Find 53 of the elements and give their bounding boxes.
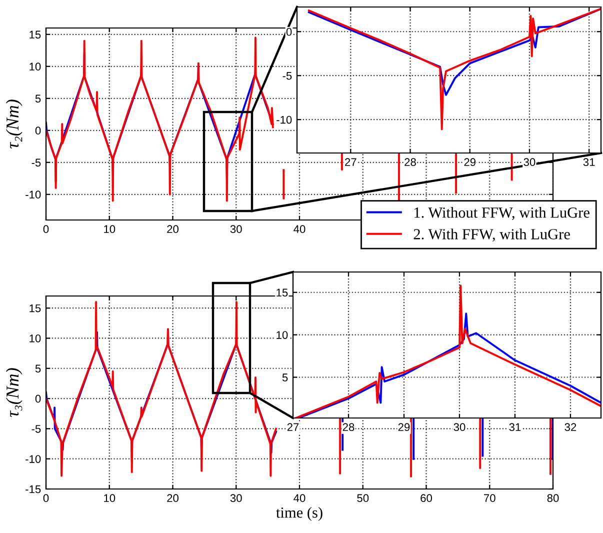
x-tick-label: 80 — [547, 494, 559, 502]
x-tick-label: 0 — [43, 494, 49, 502]
x-tick-label: 32 — [564, 423, 576, 432]
x-tick-label: 29 — [464, 158, 476, 166]
y-axis-title: τ₂(Nm) — [6, 100, 22, 149]
line-series — [294, 284, 601, 418]
x-tick-label: 31 — [583, 158, 595, 166]
x-tick-label: 30 — [230, 494, 242, 502]
x-tick-label: 40 — [294, 494, 306, 502]
y-tick-label: 15 — [30, 304, 41, 312]
legend-label: 1. Without FFW, with LuGre — [414, 207, 590, 220]
x-tick-label: 28 — [342, 423, 354, 432]
x-tick-label: 29 — [398, 423, 410, 432]
y-tick-label: 0 — [286, 28, 292, 36]
x-tick-label: 30 — [524, 158, 536, 166]
y-axis-title: τ₃(Nm) — [6, 368, 22, 418]
x-tick-label: 31 — [509, 423, 521, 432]
legend-label: 2. With FFW, with LuGre — [414, 228, 570, 242]
y-tick-label: 15 — [30, 30, 41, 39]
y-tick-label: -10 — [26, 455, 41, 463]
line-series — [308, 8, 601, 130]
y-tick-label: 10 — [276, 331, 288, 339]
x-tick-label: 60 — [420, 494, 432, 502]
x-tick-label: 20 — [167, 494, 178, 502]
x-tick-label: 50 — [357, 494, 369, 502]
y-tick-label: 0 — [35, 394, 41, 403]
y-tick-label: 5 — [282, 374, 288, 382]
y-tick-label: 0 — [35, 126, 41, 135]
y-tick-label: -5 — [32, 158, 41, 167]
x-axis-title: time (s) — [276, 506, 322, 521]
line-series — [298, 312, 601, 418]
x-tick-label: 27 — [287, 423, 299, 431]
y-tick-label: -5 — [32, 425, 41, 433]
x-tick-label: 10 — [104, 225, 116, 234]
x-tick-label: 0 — [43, 225, 49, 234]
x-tick-label: 20 — [167, 225, 178, 234]
x-tick-label: 30 — [230, 225, 242, 234]
y-tick-label: 5 — [35, 364, 41, 373]
x-tick-label: 28 — [404, 158, 416, 166]
y-tick-label: 10 — [30, 334, 41, 342]
x-tick-label: 30 — [454, 423, 466, 432]
y-tick-label: -15 — [26, 485, 41, 494]
x-tick-label: 40 — [294, 225, 306, 234]
y-tick-label: -10 — [276, 116, 292, 124]
y-tick-label: 5 — [35, 94, 41, 103]
y-tick-label: 15 — [276, 288, 288, 297]
y-tick-label: -10 — [26, 190, 41, 199]
line-series — [308, 8, 601, 96]
y-tick-label: 10 — [30, 62, 41, 71]
x-tick-label: 70 — [484, 494, 496, 502]
x-tick-label: 10 — [104, 494, 116, 502]
y-tick-label: -5 — [282, 72, 292, 80]
x-tick-label: 27 — [345, 158, 356, 166]
